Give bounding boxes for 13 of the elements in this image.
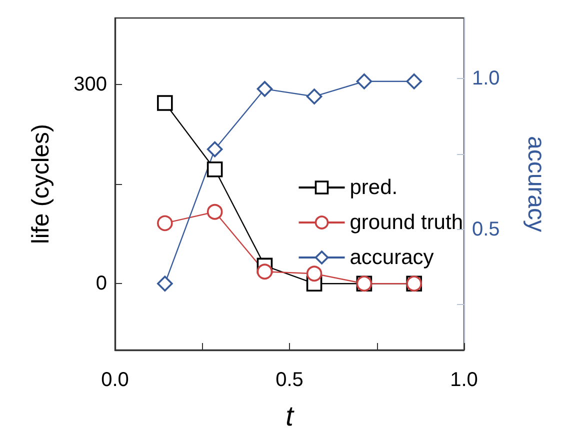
y2-tick-label: 1.0 xyxy=(472,67,500,90)
y-tick-label: 300 xyxy=(74,73,107,96)
x-tick-label: 1.0 xyxy=(450,369,478,391)
y-tick-label: 0 xyxy=(96,272,107,295)
y-axis-title: life (cycles) xyxy=(28,124,54,244)
legend-label: pred. xyxy=(350,176,398,199)
y2-axis-title: accuracy xyxy=(522,136,550,232)
x-tick-label: 0.0 xyxy=(101,369,129,391)
legend-label: accuracy xyxy=(350,246,434,269)
y2-tick-label: 0.5 xyxy=(472,218,500,240)
legend-label: ground truth xyxy=(350,211,464,234)
x-tick-label: 0.5 xyxy=(276,369,304,391)
x-axis-title: t xyxy=(286,400,295,432)
